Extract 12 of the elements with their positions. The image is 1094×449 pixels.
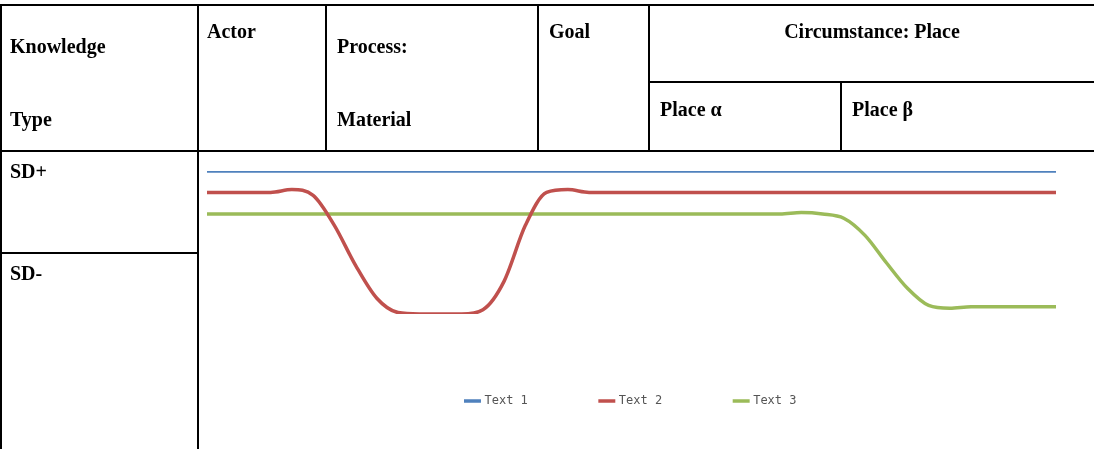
legend-label: Text 3 (753, 393, 797, 408)
text: Actor (207, 19, 257, 44)
text: Place β (852, 97, 915, 123)
text: SD- (10, 261, 44, 286)
text: Place α (660, 97, 723, 122)
legend-label: Text 2 (618, 393, 663, 408)
text: Goal (549, 19, 592, 44)
text: Circumstance: Place (783, 19, 961, 44)
text: SD+ (10, 159, 48, 184)
legend-label: Text 1 (484, 393, 528, 408)
text: Knowledge Type (10, 35, 106, 130)
text: Process: Material (337, 35, 412, 130)
